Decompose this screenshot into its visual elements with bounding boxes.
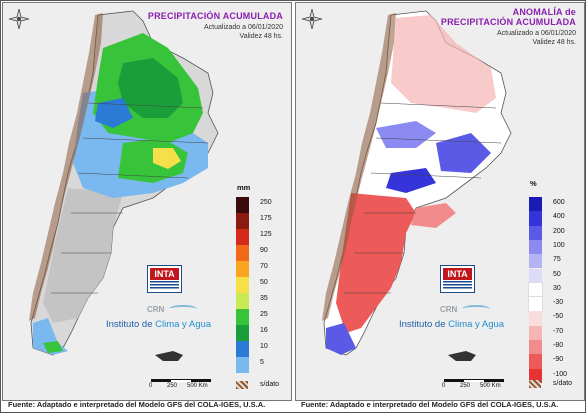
updated-label: Actualizado a 06/01/2020	[203, 24, 283, 31]
legend-label: 75	[553, 256, 561, 264]
legend-swatch	[529, 268, 542, 283]
legend-unit: %	[530, 179, 537, 188]
map-title: PRECIPITACIÓN ACUMULADA	[147, 11, 283, 21]
legend-swatch	[529, 340, 542, 355]
legend-swatch	[529, 354, 542, 369]
legend-label: 10	[260, 343, 268, 350]
legend-swatch	[236, 261, 249, 277]
validity-label: Validez 48 hs.	[239, 33, 283, 40]
validity-label: Validez 48 hs.	[532, 39, 576, 46]
rain-area-10mm	[95, 98, 133, 128]
legend-swatch	[236, 357, 249, 373]
legend-swatch	[528, 281, 543, 299]
inta-logo-text: INTA	[443, 268, 472, 280]
no-data-label: s/dato	[260, 381, 280, 388]
anomaly-map	[322, 10, 512, 361]
legend-swatch	[529, 311, 542, 326]
crn-waves-icon	[169, 305, 197, 313]
legend-label: 5	[260, 359, 264, 366]
andes-no-data	[29, 13, 103, 321]
legend-swatch	[529, 197, 542, 212]
legend-label: 200	[553, 227, 565, 235]
legend-swatch	[529, 225, 542, 240]
legend-label: 125	[260, 231, 272, 238]
legend-label: -70	[553, 327, 564, 335]
legend-swatch	[529, 254, 542, 269]
compass-rose-icon	[9, 9, 29, 29]
legend-swatch	[529, 325, 542, 340]
legend-swatch	[529, 211, 542, 226]
rain-area-25mm	[118, 58, 183, 118]
source-footer-right: Fuente: Adaptado e interpretado del Mode…	[301, 400, 559, 409]
legend-swatch	[236, 245, 249, 261]
legend-label: -30	[553, 299, 564, 307]
legend-unit: mm	[237, 183, 251, 192]
legend-label: 100	[553, 241, 565, 249]
legend-swatch	[236, 213, 249, 229]
legend-label: -100	[553, 370, 568, 378]
legend-label: 90	[260, 247, 268, 254]
legend-label: 16	[260, 327, 268, 334]
compass-rose-icon	[302, 9, 322, 29]
legend-label: -80	[553, 342, 564, 349]
inta-logo: INTA	[147, 265, 182, 293]
anomaly-area-south-blue	[326, 323, 356, 355]
legend-label: 30	[553, 284, 561, 292]
anomaly-area-negative-coast	[411, 203, 456, 228]
legend-swatch	[236, 197, 249, 213]
institute-name: Instituto de Clima y Agua	[399, 319, 505, 330]
anomaly-area-negative-south	[336, 193, 416, 333]
crn-logo: CRN	[440, 305, 458, 314]
legend-label: 25	[260, 311, 268, 318]
no-data-swatch	[236, 381, 248, 389]
no-data-label: s/dato	[553, 380, 573, 387]
source-footer-left: Fuente: Adaptado e interpretado del Mode…	[8, 400, 266, 409]
legend-swatch	[528, 296, 543, 313]
anomaly-area-positive-east	[436, 133, 491, 173]
legend-label: 600	[553, 199, 565, 206]
legend-swatch	[529, 368, 542, 383]
crn-logo: CRN	[147, 305, 165, 314]
updated-label: Actualizado a 06/01/2020	[496, 30, 576, 37]
crn-waves-icon	[462, 305, 490, 313]
legend-swatch	[236, 325, 249, 341]
andes-no-data	[322, 13, 396, 321]
anomaly-map-panel: ANOMALÍA de PRECIPITACIÓN ACUMULADA Actu…	[295, 2, 585, 401]
anomaly-area-north	[391, 15, 496, 113]
legend-label: -50	[553, 313, 564, 321]
legend-swatch	[236, 309, 249, 325]
legend-swatch	[236, 277, 249, 293]
institute-name: Instituto de Clima y Agua	[106, 319, 212, 330]
inta-logo: INTA	[440, 265, 475, 293]
legend-label: -90	[553, 356, 564, 364]
legend-label: 70	[260, 263, 268, 270]
map-title: ANOMALÍA de PRECIPITACIÓN ACUMULADA	[440, 7, 576, 27]
legend-label: 50	[260, 279, 268, 286]
legend-label: 175	[260, 215, 272, 222]
legend-swatch	[529, 239, 542, 255]
malvinas-islands	[448, 351, 476, 361]
rain-area-50mm	[153, 148, 181, 169]
legend-swatch	[236, 293, 249, 309]
rain-area-south-green	[43, 341, 63, 353]
malvinas-islands	[155, 351, 183, 361]
legend-label: 50	[553, 270, 561, 278]
legend-label: 35	[260, 295, 268, 302]
legend-label: 250	[260, 199, 272, 206]
legend-swatch	[236, 341, 249, 357]
precipitation-map-panel: PRECIPITACIÓN ACUMULADA Actualizado a 06…	[2, 2, 292, 401]
legend-swatch	[236, 229, 249, 245]
anomaly-area-positive-west	[376, 121, 436, 148]
no-data-swatch	[529, 380, 541, 388]
precipitation-map	[29, 10, 219, 361]
no-rain-region	[43, 188, 123, 323]
legend-label: 400	[553, 213, 565, 221]
inta-logo-text: INTA	[150, 268, 179, 280]
